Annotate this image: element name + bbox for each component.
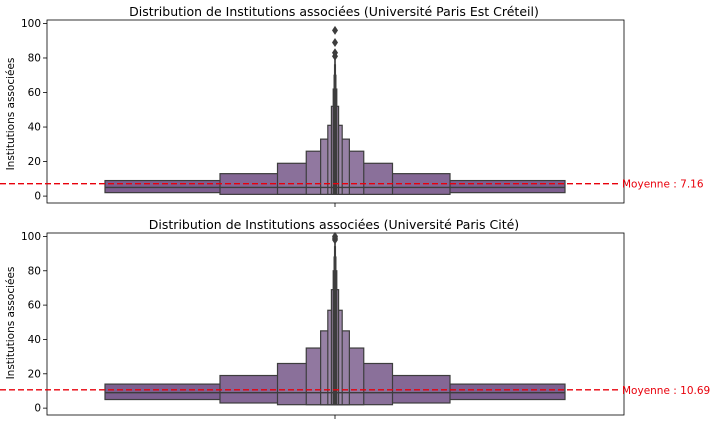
chart-panel-bottom: Distribution de Institutions associées (… [0,217,710,419]
y-axis-label: Institutions associées [5,58,17,171]
plot-area: 0 20 40 60 80 100 Moyenne : 10.69 [0,231,710,419]
y-tick-label: 100 [21,18,41,30]
outlier-point [332,26,338,35]
mean-label: Moyenne : 7.16 [622,179,704,191]
y-tick-label: 60 [28,87,41,99]
y-tick-label: 80 [28,265,41,277]
y-tick-label: 20 [28,156,41,168]
y-axis-label: Institutions associées [5,267,17,380]
y-tick-label: 40 [28,334,41,346]
mean-label: Moyenne : 10.69 [622,385,710,397]
y-tick-label: 100 [21,231,41,243]
y-tick-label: 60 [28,300,41,312]
chart-title: Distribution de Institutions associées (… [129,4,539,19]
y-tick-label: 40 [28,122,41,134]
y-tick-label: 0 [34,191,41,203]
plot-area: 0 20 40 60 80 100 Moyenne : 7.16 [0,18,704,207]
chart-panel-top: Distribution de Institutions associées (… [0,4,704,207]
outlier-point [332,38,338,47]
y-tick-label: 80 [28,52,41,64]
y-tick-label: 0 [34,403,41,415]
chart-title: Distribution de Institutions associées (… [149,217,519,232]
y-tick-label: 20 [28,368,41,380]
